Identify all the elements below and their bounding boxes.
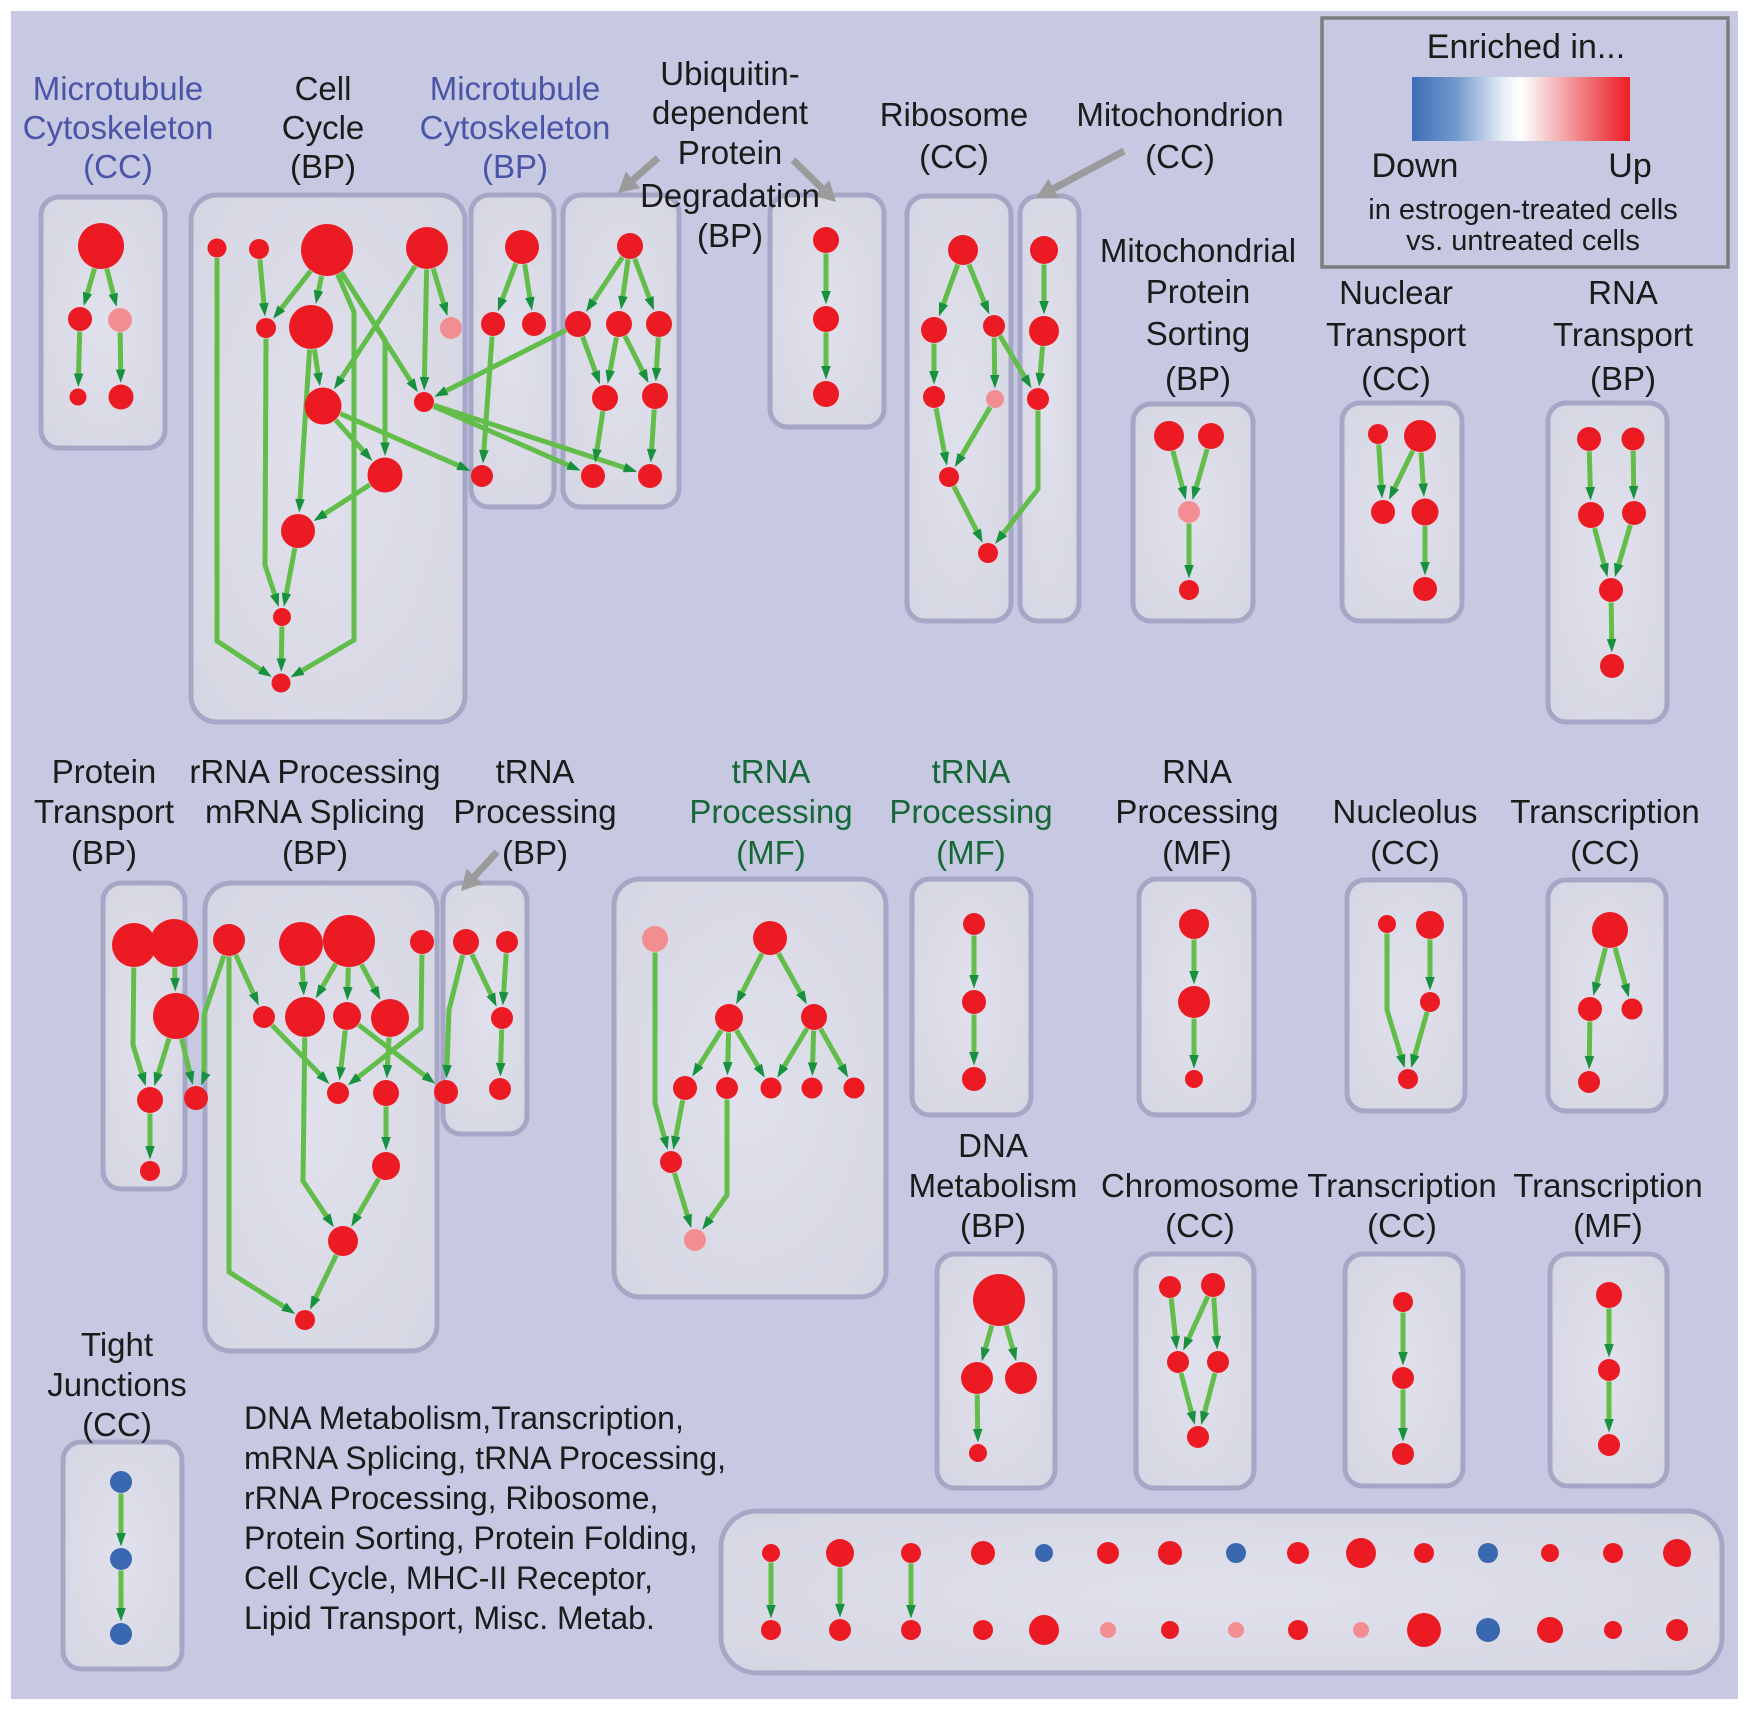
svg-text:(MF): (MF)	[1162, 834, 1232, 871]
svg-text:(CC): (CC)	[83, 148, 153, 185]
svg-text:Transcription: Transcription	[1513, 1167, 1703, 1204]
svg-text:tRNA: tRNA	[932, 753, 1011, 790]
svg-text:vs. untreated cells: vs. untreated cells	[1406, 225, 1640, 257]
svg-text:RNA: RNA	[1162, 753, 1232, 790]
svg-text:Mitochondrion: Mitochondrion	[1076, 96, 1283, 133]
svg-text:Transport: Transport	[1326, 316, 1466, 353]
svg-text:mRNA Splicing, tRNA Processing: mRNA Splicing, tRNA Processing,	[244, 1440, 726, 1476]
svg-text:Degradation: Degradation	[640, 177, 820, 214]
svg-text:Microtubule: Microtubule	[430, 70, 601, 107]
svg-text:Enriched in...: Enriched in...	[1427, 28, 1625, 66]
svg-text:Transcription: Transcription	[1510, 793, 1700, 830]
svg-text:Tight: Tight	[81, 1326, 153, 1363]
svg-text:dependent: dependent	[652, 94, 808, 131]
svg-text:Nucleolus: Nucleolus	[1333, 793, 1478, 830]
svg-text:Protein: Protein	[678, 134, 783, 171]
svg-text:(BP): (BP)	[1590, 360, 1656, 397]
svg-text:(BP): (BP)	[71, 834, 137, 871]
svg-text:(BP): (BP)	[960, 1207, 1026, 1244]
svg-text:Ubiquitin-: Ubiquitin-	[660, 55, 799, 92]
svg-text:(BP): (BP)	[502, 834, 568, 871]
svg-text:Processing: Processing	[689, 793, 852, 830]
svg-text:(CC): (CC)	[1370, 834, 1440, 871]
svg-text:mRNA Splicing: mRNA Splicing	[205, 793, 425, 830]
svg-text:(CC): (CC)	[82, 1406, 152, 1443]
svg-text:(CC): (CC)	[1165, 1207, 1235, 1244]
svg-text:Mitochondrial: Mitochondrial	[1100, 232, 1296, 269]
svg-text:tRNA: tRNA	[496, 753, 575, 790]
svg-text:RNA: RNA	[1588, 274, 1658, 311]
svg-text:(CC): (CC)	[1367, 1207, 1437, 1244]
svg-text:Protein Sorting, Protein Foldi: Protein Sorting, Protein Folding,	[244, 1520, 698, 1556]
svg-text:(BP): (BP)	[290, 148, 356, 185]
svg-text:tRNA: tRNA	[732, 753, 811, 790]
svg-text:(BP): (BP)	[282, 834, 348, 871]
svg-text:Transport: Transport	[1553, 316, 1693, 353]
svg-text:Cytoskeleton: Cytoskeleton	[420, 109, 611, 146]
svg-text:(CC): (CC)	[1570, 834, 1640, 871]
svg-text:(CC): (CC)	[919, 138, 989, 175]
svg-text:Protein: Protein	[52, 753, 157, 790]
svg-text:(MF): (MF)	[936, 834, 1006, 871]
svg-text:Cell Cycle, MHC-II Receptor,: Cell Cycle, MHC-II Receptor,	[244, 1560, 653, 1596]
svg-text:Down: Down	[1372, 147, 1459, 185]
svg-text:Processing: Processing	[453, 793, 616, 830]
svg-text:Chromosome: Chromosome	[1101, 1167, 1299, 1204]
svg-text:Cell: Cell	[295, 70, 352, 107]
svg-text:rRNA Processing: rRNA Processing	[189, 753, 440, 790]
svg-text:Processing: Processing	[1115, 793, 1278, 830]
svg-text:in estrogen-treated cells: in estrogen-treated cells	[1368, 194, 1678, 226]
svg-text:DNA Metabolism,Transcription,: DNA Metabolism,Transcription,	[244, 1400, 684, 1436]
svg-text:Microtubule: Microtubule	[33, 70, 204, 107]
svg-text:Sorting: Sorting	[1146, 315, 1251, 352]
svg-text:rRNA Processing, Ribosome,: rRNA Processing, Ribosome,	[244, 1480, 658, 1516]
svg-text:Transport: Transport	[34, 793, 174, 830]
svg-text:Cytoskeleton: Cytoskeleton	[23, 109, 214, 146]
svg-text:(BP): (BP)	[482, 148, 548, 185]
svg-text:Nuclear: Nuclear	[1339, 274, 1453, 311]
svg-text:(MF): (MF)	[1573, 1207, 1643, 1244]
svg-text:(CC): (CC)	[1145, 138, 1215, 175]
svg-text:(CC): (CC)	[1361, 360, 1431, 397]
svg-text:Up: Up	[1608, 147, 1651, 185]
svg-text:DNA: DNA	[958, 1127, 1028, 1164]
svg-text:Lipid Transport, Misc. Metab.: Lipid Transport, Misc. Metab.	[244, 1600, 655, 1636]
svg-text:Ribosome: Ribosome	[880, 96, 1029, 133]
svg-text:Protein: Protein	[1146, 273, 1251, 310]
svg-text:Cycle: Cycle	[282, 109, 365, 146]
svg-text:(BP): (BP)	[1165, 360, 1231, 397]
svg-text:Transcription: Transcription	[1307, 1167, 1497, 1204]
svg-text:Junctions: Junctions	[47, 1366, 186, 1403]
svg-text:(BP): (BP)	[697, 217, 763, 254]
svg-text:Processing: Processing	[889, 793, 1052, 830]
svg-text:Metabolism: Metabolism	[909, 1167, 1078, 1204]
svg-text:(MF): (MF)	[736, 834, 806, 871]
